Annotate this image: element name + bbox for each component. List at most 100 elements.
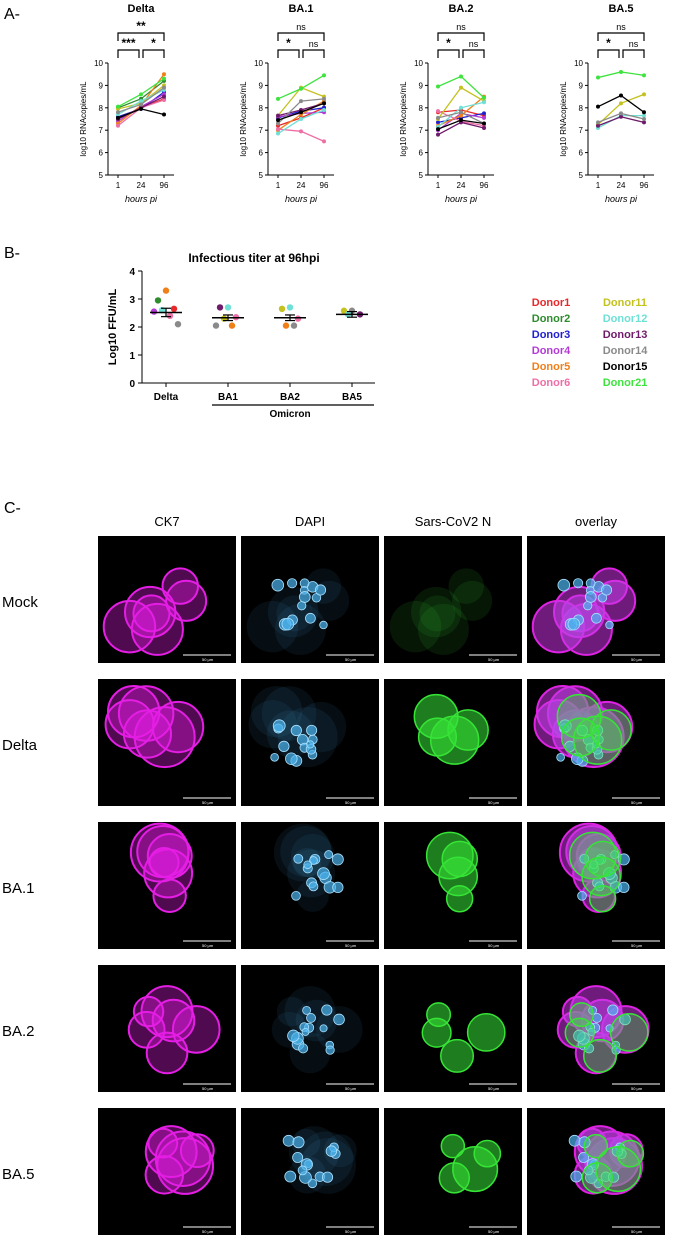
data-point-donor12	[482, 100, 486, 105]
micrograph-ba-5-ck7: 50 µm	[98, 1108, 236, 1235]
y-tick-label: 5	[419, 171, 424, 180]
data-point-donor21	[116, 104, 120, 109]
micrograph-delta-ck7: 50 µm	[98, 679, 236, 806]
x-tick-label: 1	[596, 181, 601, 190]
y-tick-label: 8	[99, 104, 104, 113]
data-point-donor15	[162, 112, 166, 117]
data-point-donor13	[482, 125, 486, 130]
significance-bracket	[622, 49, 645, 58]
data-point-donor15	[482, 121, 486, 126]
micrograph-mock-sars-cov2-n: 50 µm	[384, 536, 522, 663]
legend-item-donor21: Donor21	[603, 377, 648, 389]
significance-label: ns	[616, 22, 626, 32]
data-point-donor6	[299, 129, 303, 134]
data-point-donor6	[322, 139, 326, 144]
significance-label: ns	[456, 22, 466, 32]
micrograph-ba-5-sars-cov2-n: 50 µm	[384, 1108, 522, 1235]
y-axis-label: log10 RNAcopies/mL	[559, 81, 568, 157]
data-point-donor6	[436, 109, 440, 114]
data-point-donor21	[139, 92, 143, 97]
y-tick-label: 6	[579, 149, 584, 158]
data-point-donor4	[150, 308, 158, 315]
legend-item-donor1: Donor1	[532, 297, 571, 309]
data-point-donor3	[436, 120, 440, 125]
data-point-donor15	[596, 104, 600, 109]
significance-label: **	[136, 19, 146, 33]
column-label-ck7: CK7	[154, 514, 180, 529]
data-point-donor12	[224, 304, 232, 311]
significance-bracket	[277, 49, 300, 58]
data-point-donor6	[166, 312, 174, 319]
y-tick-label: 5	[259, 171, 264, 180]
data-point-donor21	[642, 73, 646, 78]
chart-title: BA.1	[288, 3, 313, 15]
data-point-donor12	[322, 108, 326, 113]
micrograph-delta-sars-cov2-n: 50 µm	[384, 679, 522, 806]
x-axis-label: hours pi	[285, 194, 318, 204]
section-label-c: C-	[4, 500, 21, 517]
row-label-mock: Mock	[2, 594, 38, 611]
y-tick-label: 9	[259, 81, 264, 90]
data-point-donor21	[299, 86, 303, 91]
data-point-donor6	[116, 123, 120, 128]
micrograph-ba-1-sars-cov2-n: 50 µm	[384, 822, 522, 949]
scale-bar-label: 50 µm	[631, 657, 643, 662]
significance-label: *	[446, 36, 451, 50]
scale-bar-label: 50 µm	[631, 943, 643, 948]
y-axis-label: Log10 FFU/mL	[107, 289, 119, 366]
y-tick-label: 9	[419, 81, 424, 90]
data-point-donor11	[642, 92, 646, 97]
data-point-donor14	[642, 117, 646, 121]
x-axis-label: hours pi	[605, 194, 638, 204]
significance-label: ns	[296, 22, 306, 32]
x-tick-label: Delta	[154, 392, 179, 403]
legend-item-donor6: Donor6	[532, 377, 571, 389]
scale-bar-label: 50 µm	[631, 1229, 643, 1234]
scale-bar-label: 50 µm	[345, 943, 357, 948]
data-point-donor15	[642, 110, 646, 115]
chart-title: BA.2	[448, 3, 473, 15]
x-tick-label: 24	[297, 181, 306, 190]
data-point-donor21	[482, 95, 486, 100]
significance-bracket	[462, 49, 485, 58]
data-point-donor12	[642, 113, 646, 118]
chart-title: BA.5	[608, 3, 633, 15]
legend-item-donor12: Donor12	[603, 313, 648, 325]
micrograph-mock-ck7: 50 µm	[98, 536, 236, 663]
significance-bracket	[117, 32, 165, 41]
micrograph-image	[144, 1125, 231, 1228]
y-tick-label: 1	[129, 351, 135, 362]
y-tick-label: 0	[129, 379, 135, 390]
data-point-donor21	[596, 75, 600, 80]
significance-label: ns	[309, 39, 319, 49]
data-point-donor15	[299, 110, 303, 115]
significance-bracket	[597, 49, 620, 58]
data-point-donor14	[212, 322, 220, 329]
y-tick-label: 3	[129, 295, 135, 306]
micrograph-ba-2-ck7: 50 µm	[98, 965, 236, 1092]
data-point-donor14	[436, 115, 440, 120]
micrograph-image	[102, 567, 231, 656]
y-tick-label: 2	[129, 323, 135, 334]
y-tick-label: 6	[99, 149, 104, 158]
scale-bar-label: 50 µm	[345, 657, 357, 662]
data-point-donor15	[276, 118, 280, 123]
data-point-donor1	[170, 305, 178, 312]
y-tick-label: 5	[99, 171, 104, 180]
micrograph-ba-5-dapi: 50 µm	[241, 1108, 379, 1235]
scale-bar-label: 50 µm	[202, 1229, 214, 1234]
micrograph-delta-overlay: 50 µm	[527, 679, 665, 806]
data-point-donor5	[162, 72, 166, 77]
data-point-donor15	[116, 115, 120, 120]
x-tick-label: 1	[436, 181, 441, 190]
y-tick-label: 7	[99, 126, 104, 135]
y-tick-label: 10	[254, 59, 263, 68]
data-point-donor14	[459, 110, 463, 115]
data-point-donor14	[162, 85, 166, 90]
x-tick-label: 96	[480, 181, 489, 190]
data-point-donor12	[139, 99, 143, 104]
data-point-donor13	[619, 114, 623, 119]
x-axis-label: hours pi	[445, 194, 478, 204]
y-tick-label: 5	[579, 171, 584, 180]
data-point-donor15	[459, 118, 463, 123]
